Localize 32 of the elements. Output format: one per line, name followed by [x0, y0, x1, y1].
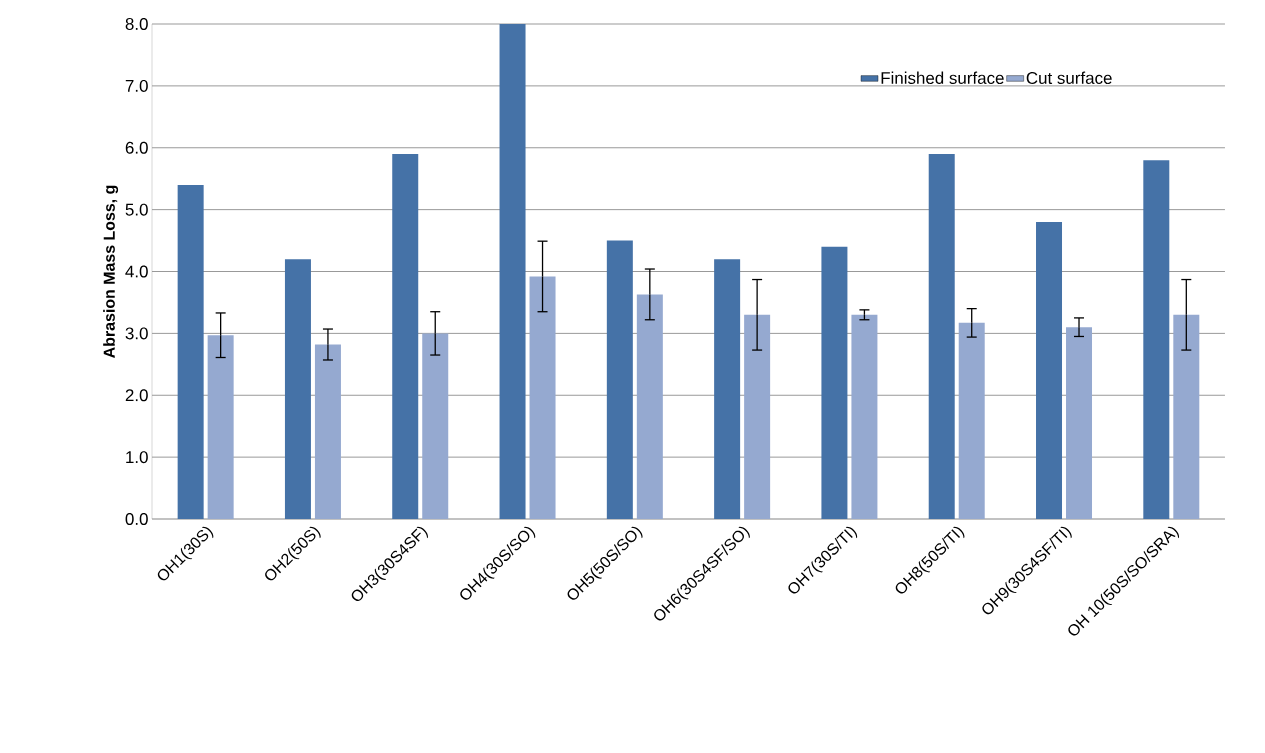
- bar: [284, 259, 311, 519]
- bar: [606, 240, 633, 519]
- y-tick-label: 4.0: [125, 265, 148, 278]
- bar: [422, 333, 449, 519]
- bar: [714, 259, 741, 519]
- legend-label: Finished surface: [881, 71, 1004, 85]
- bar: [1036, 222, 1063, 519]
- y-tick-label: 8.0: [125, 18, 148, 30]
- bar: [207, 335, 234, 519]
- bar: [958, 322, 985, 519]
- bar: [529, 276, 556, 519]
- bar: [821, 246, 848, 519]
- y-axis-title: Abrasion Mass Loss, g: [103, 185, 119, 358]
- bar: [636, 294, 663, 519]
- bar: [928, 153, 955, 519]
- bar: [177, 184, 204, 519]
- y-tick-label: 1.0: [126, 451, 148, 464]
- bar: [1143, 160, 1170, 519]
- bar: [314, 344, 341, 519]
- legend-label: Cut surface: [1026, 71, 1112, 84]
- y-tick-label: 7.0: [125, 79, 148, 92]
- y-tick-label: 3.0: [125, 327, 148, 340]
- bar: [744, 314, 771, 519]
- bar: [1173, 314, 1200, 519]
- bar: [1066, 327, 1093, 519]
- y-tick-label: 0.0: [125, 513, 148, 525]
- y-tick-label: 5.0: [125, 203, 148, 216]
- bar: [851, 314, 878, 519]
- bar: [499, 24, 526, 519]
- y-tick-label: 2.0: [125, 389, 148, 402]
- bar: [392, 153, 419, 519]
- y-tick-label: 6.0: [125, 141, 148, 154]
